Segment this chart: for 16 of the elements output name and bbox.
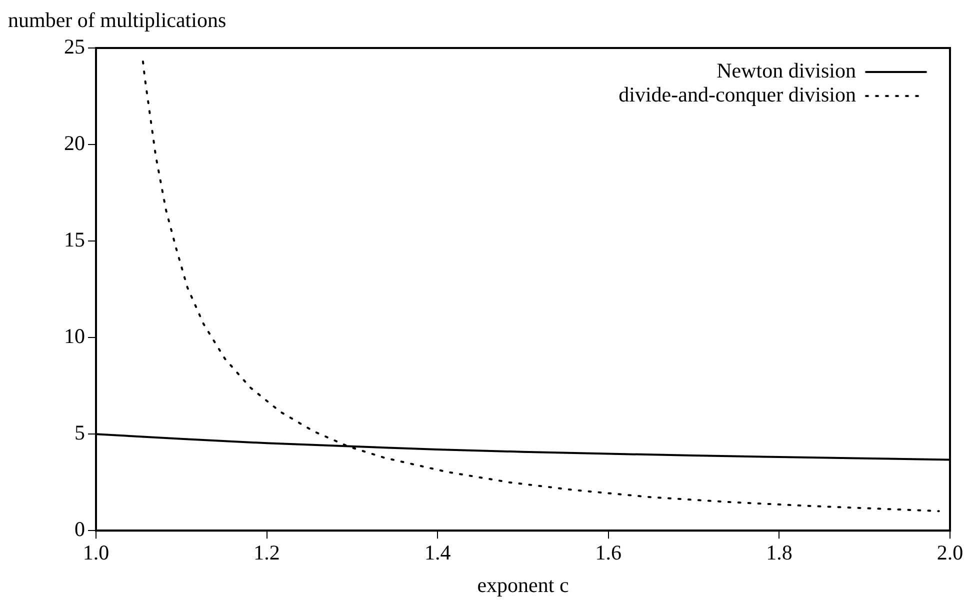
legend-label: Newton division: [716, 58, 856, 83]
y-tick-label: 0: [74, 517, 85, 542]
y-tick-label: 25: [64, 34, 85, 59]
x-tick-label: 1.4: [424, 540, 452, 565]
y-tick-label: 15: [64, 228, 85, 252]
y-tick-label: 5: [74, 420, 85, 445]
x-tick-label: 1.0: [82, 540, 110, 565]
x-tick-label: 1.2: [254, 540, 280, 565]
y-tick-label: 20: [64, 131, 85, 156]
x-axis-title: exponent c: [477, 572, 569, 597]
x-tick-label: 1.6: [595, 540, 622, 565]
y-axis-title: number of multiplications: [8, 8, 226, 32]
x-tick-label: 1.8: [766, 540, 792, 565]
x-tick-label: 2.0: [936, 540, 964, 565]
y-tick-label: 10: [64, 324, 85, 348]
legend-label: divide-and-conquer division: [618, 82, 856, 107]
